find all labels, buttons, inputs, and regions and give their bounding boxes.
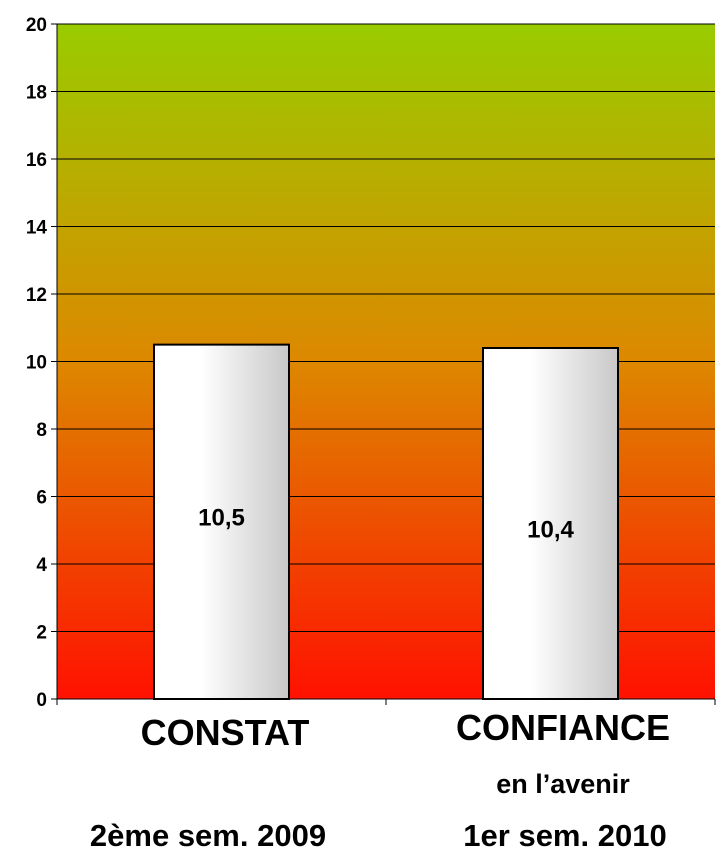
y-tick-label: 4 bbox=[36, 555, 47, 576]
y-tick-label: 14 bbox=[26, 218, 48, 239]
y-tick-label: 6 bbox=[36, 488, 47, 509]
y-tick-label: 8 bbox=[36, 420, 47, 441]
period-label-1: 2ème sem. 2009 bbox=[90, 818, 326, 853]
category-label-1: CONSTAT bbox=[141, 712, 310, 753]
y-tick-label: 10 bbox=[26, 353, 47, 374]
bar-value-label-2: 10,4 bbox=[527, 517, 574, 544]
y-tick-label: 12 bbox=[26, 285, 47, 306]
bar-2 bbox=[482, 347, 619, 700]
y-tick-label: 16 bbox=[26, 150, 47, 171]
y-tick-label: 2 bbox=[36, 623, 47, 644]
category-label-2: CONFIANCE bbox=[456, 707, 670, 748]
bar-value-label-1: 10,5 bbox=[198, 504, 245, 531]
category-sublabel-2: en l’avenir bbox=[496, 769, 630, 799]
bar-value-labels: 10,5 10,4 bbox=[198, 504, 574, 543]
period-label-2: 1er sem. 2010 bbox=[463, 818, 666, 853]
y-tick-label: 18 bbox=[26, 83, 47, 104]
bars bbox=[153, 343, 619, 700]
y-tick-label: 20 bbox=[26, 15, 47, 36]
y-tick-label: 0 bbox=[36, 690, 47, 711]
y-axis-tick-labels: 0 2 4 6 8 10 12 14 16 18 20 bbox=[26, 15, 57, 711]
bar-1 bbox=[153, 343, 290, 700]
